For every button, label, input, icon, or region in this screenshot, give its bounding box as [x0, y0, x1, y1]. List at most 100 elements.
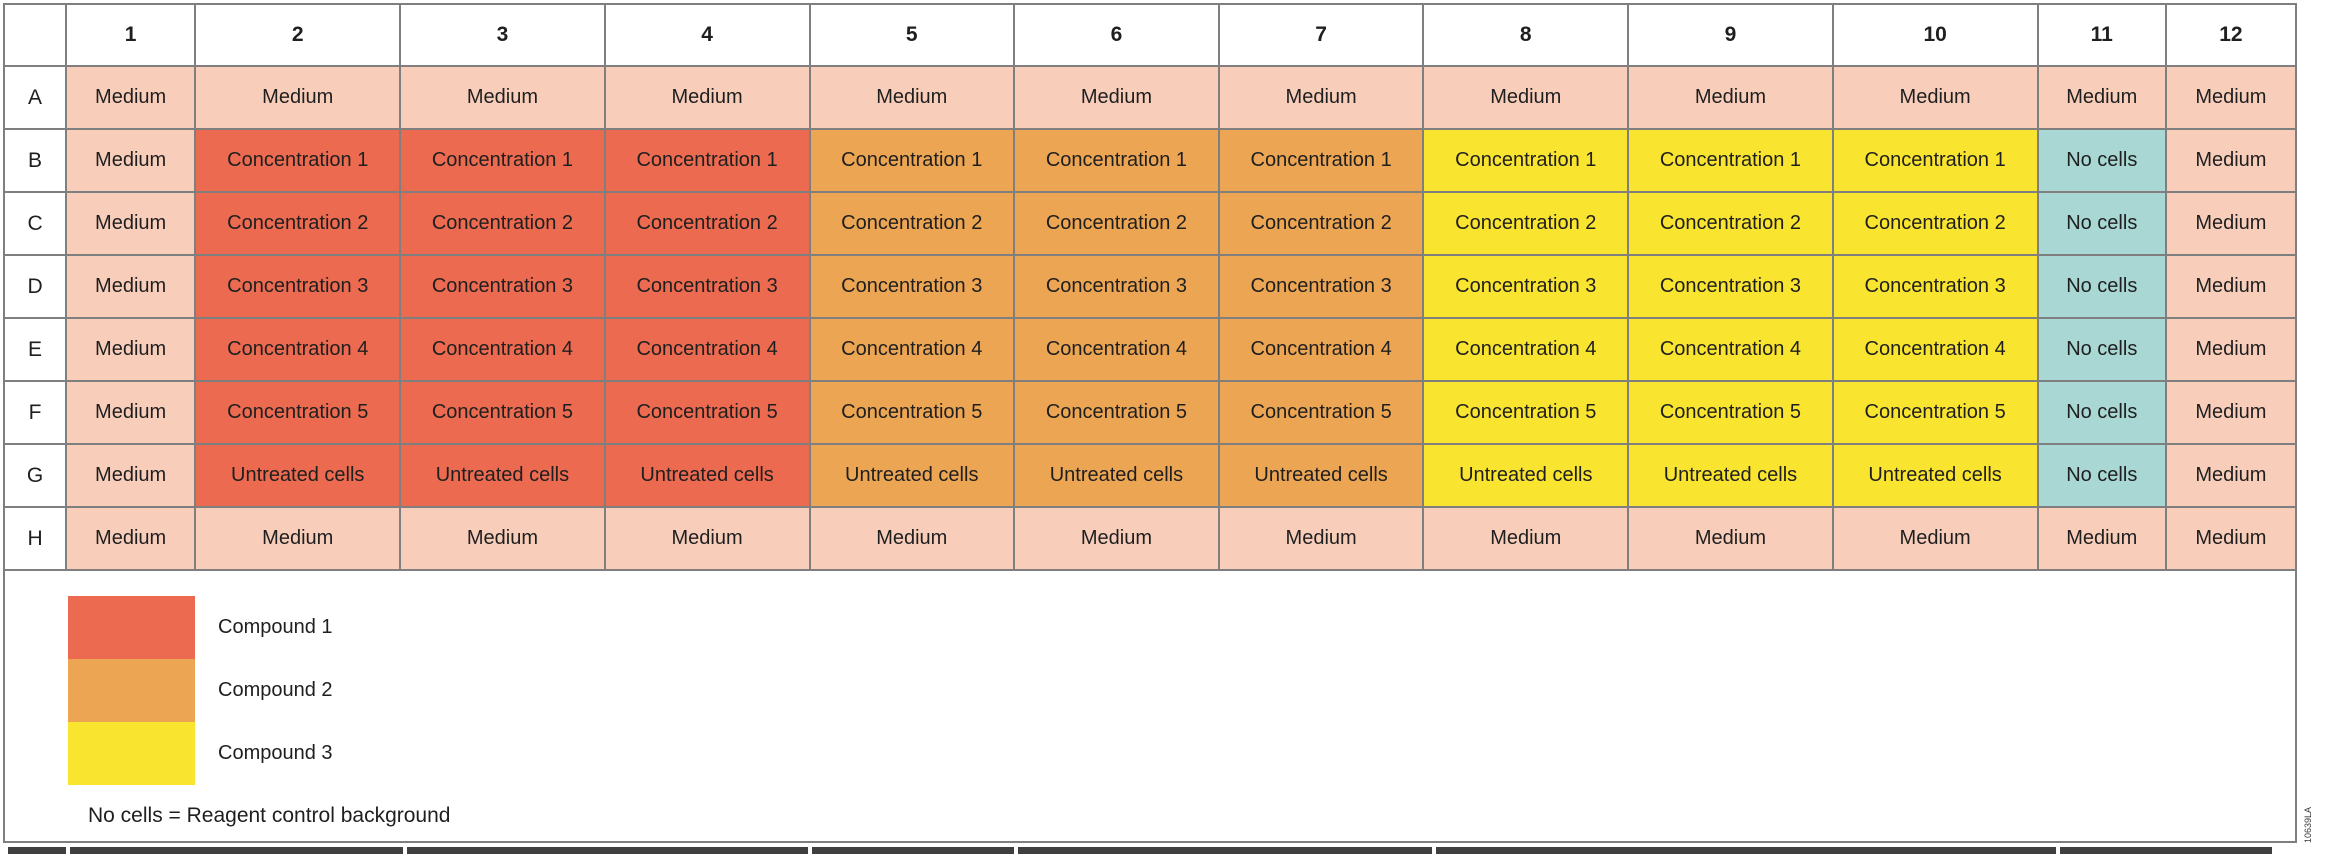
plate-cell: Medium [1218, 65, 1425, 130]
plate-column-header: 9 [1627, 3, 1834, 67]
plate-cell: Concentration 5 [1012, 380, 1221, 445]
plate-cell: Untreated cells [1218, 443, 1425, 508]
plate-cell: Concentration 4 [1218, 317, 1425, 382]
plate-cell: Concentration 5 [1422, 380, 1630, 445]
plate-cell: Concentration 1 [1422, 128, 1630, 193]
plate-cell: Medium [65, 380, 197, 445]
plate-cell: Untreated cells [194, 443, 402, 508]
plate-row: A Medium Medium Medium Medium Medium Medium Med… [2, 65, 2298, 130]
plate-cell: Medium [603, 65, 811, 130]
plate-cell: Untreated cells [1627, 443, 1834, 508]
plate-cell: Concentration 3 [1627, 254, 1834, 319]
plate-cell: Concentration 2 [1831, 191, 2039, 256]
plate-body: A Medium Medium Medium Medium Medium Medium Med… [2, 65, 2298, 571]
plate-column-header: 11 [2036, 3, 2167, 67]
plate-cell: Medium [2164, 254, 2298, 319]
plate-cell: Concentration 2 [1627, 191, 1834, 256]
plate-cell: Medium [808, 506, 1015, 571]
page-edge-bar-segment [70, 847, 403, 854]
legend-label: Compound 2 [218, 679, 333, 701]
plate-cell: Untreated cells [399, 443, 606, 508]
plate-cell: Concentration 2 [603, 191, 811, 256]
plate-cell: No cells [2036, 128, 2167, 193]
plate-layout-figure: 1 2 3 4 5 6 7 8 9 10 11 12 A Medium Medium Medium Mediu… [2, 3, 2298, 843]
plate-cell: Concentration 4 [808, 317, 1015, 382]
plate-row: B Medium Concentration 1 Concentration 1 Con… [2, 128, 2298, 193]
plate-cell: Concentration 3 [603, 254, 811, 319]
plate-row-label: E [2, 317, 68, 382]
legend-item: Compound 3 [68, 722, 333, 785]
page-edge-bar-segment [1018, 847, 1432, 854]
plate-cell: Medium [1012, 65, 1221, 130]
plate-cell: Concentration 1 [1218, 128, 1425, 193]
plate-column-header: 6 [1012, 3, 1221, 67]
plate-cell: Medium [2036, 506, 2167, 571]
page-edge-bar-segment [1436, 847, 2056, 854]
plate-cell: Concentration 4 [399, 317, 606, 382]
plate-cell: Medium [194, 65, 402, 130]
plate-cell: Concentration 5 [808, 380, 1015, 445]
plate-cell: Concentration 2 [194, 191, 402, 256]
plate-cell: Concentration 3 [1422, 254, 1630, 319]
plate-cell: Untreated cells [808, 443, 1015, 508]
page-edge-bar-segment [8, 847, 66, 854]
plate-cell: Concentration 1 [194, 128, 402, 193]
plate-cell: Medium [2164, 191, 2298, 256]
plate-cell: Medium [65, 443, 197, 508]
plate-column-header: 10 [1831, 3, 2039, 67]
plate-column-header: 7 [1218, 3, 1425, 67]
plate-row: G Medium Untreated cells Untreated cells Unt… [2, 443, 2298, 508]
plate-cell: Concentration 4 [1831, 317, 2039, 382]
plate-cell: Concentration 3 [1218, 254, 1425, 319]
page-edge-bar-segment [812, 847, 1014, 854]
plate-cell: Concentration 4 [1422, 317, 1630, 382]
legend-label: Compound 3 [218, 742, 333, 764]
plate-row: C Medium Concentration 2 Concentration 2 Con… [2, 191, 2298, 256]
plate-row: F Medium Concentration 5 Concentration 5 Con… [2, 380, 2298, 445]
page-edge-bar-segment [407, 847, 808, 854]
plate-cell: Medium [399, 65, 606, 130]
legend-swatch [68, 596, 195, 659]
plate-cell: Concentration 5 [1627, 380, 1834, 445]
plate-row-label: D [2, 254, 68, 319]
plate-cell: Concentration 4 [1627, 317, 1834, 382]
plate-cell: Untreated cells [1831, 443, 2039, 508]
plate-row: D Medium Concentration 3 Concentration 3 Con… [2, 254, 2298, 319]
plate-cell: Concentration 3 [399, 254, 606, 319]
plate-cell: Medium [1627, 506, 1834, 571]
legend-swatch [68, 659, 195, 722]
plate-row-label: G [2, 443, 68, 508]
plate-cell: Concentration 1 [603, 128, 811, 193]
plate-cell: Concentration 2 [1218, 191, 1425, 256]
plate-cell: Medium [2036, 65, 2167, 130]
plate-column-header: 4 [603, 3, 811, 67]
plate-cell: Medium [65, 317, 197, 382]
corner-cell [2, 3, 68, 67]
plate-cell: Medium [2164, 128, 2298, 193]
plate-row: E Medium Concentration 4 Concentration 4 Con… [2, 317, 2298, 382]
plate-cell: Concentration 5 [1831, 380, 2039, 445]
plate-header-row: 1 2 3 4 5 6 7 8 9 10 11 12 [2, 3, 2298, 67]
plate-cell: Concentration 4 [194, 317, 402, 382]
plate-column-header: 8 [1422, 3, 1630, 67]
plate-column-header: 12 [2164, 3, 2298, 67]
plate-cell: Medium [2164, 380, 2298, 445]
plate-row-label: F [2, 380, 68, 445]
plate-column-header: 1 [65, 3, 197, 67]
plate-cell: No cells [2036, 254, 2167, 319]
plate-cell: Concentration 3 [194, 254, 402, 319]
plate-cell: Medium [2164, 443, 2298, 508]
legend-label: Compound 1 [218, 616, 333, 638]
plate-cell: No cells [2036, 317, 2167, 382]
no-cells-note: No cells = Reagent control background [88, 804, 451, 827]
page-edge-bar-segment [2060, 847, 2272, 854]
plate-cell: Concentration 2 [1012, 191, 1221, 256]
legend: Compound 1 Compound 2 Compound 3 [68, 596, 333, 785]
figure-id-side-label: 10639LA [2303, 806, 2313, 843]
plate-cell: Concentration 4 [603, 317, 811, 382]
plate-cell: No cells [2036, 443, 2167, 508]
plate-cell: Medium [1831, 65, 2039, 130]
legend-item: Compound 1 [68, 596, 333, 659]
plate-row-label: C [2, 191, 68, 256]
plate-cell: Medium [399, 506, 606, 571]
